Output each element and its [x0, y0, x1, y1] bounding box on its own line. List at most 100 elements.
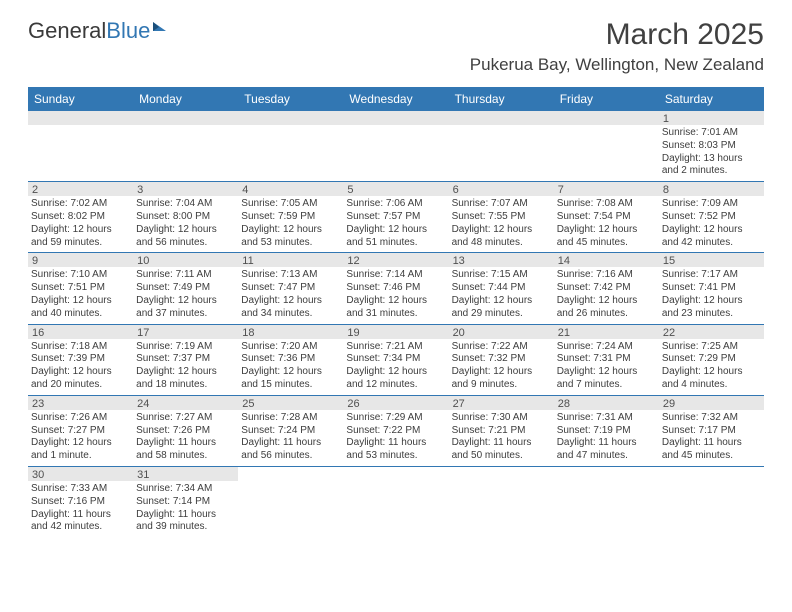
day-number: 29 — [659, 396, 764, 410]
daylight-text: Daylight: 12 hours and 20 minutes. — [31, 366, 130, 392]
day-details: Sunrise: 7:18 AMSunset: 7:39 PMDaylight:… — [28, 339, 133, 395]
calendar-day: 21Sunrise: 7:24 AMSunset: 7:31 PMDayligh… — [554, 325, 659, 395]
day-details: Sunrise: 7:08 AMSunset: 7:54 PMDaylight:… — [554, 196, 659, 252]
sunrise-text: Sunrise: 7:02 AM — [31, 198, 130, 211]
sunset-text: Sunset: 7:27 PM — [31, 425, 130, 438]
day-details: Sunrise: 7:11 AMSunset: 7:49 PMDaylight:… — [133, 267, 238, 323]
day-details: Sunrise: 7:30 AMSunset: 7:21 PMDaylight:… — [449, 410, 554, 466]
daylight-text: Daylight: 11 hours and 50 minutes. — [452, 437, 551, 463]
day-number: 10 — [133, 253, 238, 267]
sunrise-text: Sunrise: 7:33 AM — [31, 483, 130, 496]
sunset-text: Sunset: 7:49 PM — [136, 282, 235, 295]
weekday-header: Thursday — [449, 87, 554, 111]
sunset-text: Sunset: 7:19 PM — [557, 425, 656, 438]
daylight-text: Daylight: 12 hours and 1 minute. — [31, 437, 130, 463]
sunrise-text: Sunrise: 7:09 AM — [662, 198, 761, 211]
daylight-text: Daylight: 12 hours and 59 minutes. — [31, 224, 130, 250]
calendar-day: 18Sunrise: 7:20 AMSunset: 7:36 PMDayligh… — [238, 325, 343, 395]
calendar-day: 2 Sunrise: 7:02 AMSunset: 8:02 PMDaylight… — [28, 182, 133, 252]
day-number: 2 — [28, 182, 133, 196]
calendar-day: 19Sunrise: 7:21 AMSunset: 7:34 PMDayligh… — [343, 325, 448, 395]
day-number — [343, 111, 448, 125]
sunrise-text: Sunrise: 7:27 AM — [136, 412, 235, 425]
calendar-day: 5Sunrise: 7:06 AMSunset: 7:57 PMDaylight… — [343, 182, 448, 252]
day-number: 17 — [133, 325, 238, 339]
daylight-text: Daylight: 12 hours and 45 minutes. — [557, 224, 656, 250]
location: Pukerua Bay, Wellington, New Zealand — [470, 55, 764, 75]
day-number: 15 — [659, 253, 764, 267]
daylight-text: Daylight: 12 hours and 56 minutes. — [136, 224, 235, 250]
calendar-day: 26Sunrise: 7:29 AMSunset: 7:22 PMDayligh… — [343, 396, 448, 466]
calendar-week: 30Sunrise: 7:33 AMSunset: 7:16 PMDayligh… — [28, 467, 764, 537]
daylight-text: Daylight: 11 hours and 42 minutes. — [31, 509, 130, 535]
sunset-text: Sunset: 7:26 PM — [136, 425, 235, 438]
day-details: Sunrise: 7:28 AMSunset: 7:24 PMDaylight:… — [238, 410, 343, 466]
day-number: 12 — [343, 253, 448, 267]
calendar-day: 22Sunrise: 7:25 AMSunset: 7:29 PMDayligh… — [659, 325, 764, 395]
day-details: Sunrise: 7:04 AMSunset: 8:00 PMDaylight:… — [133, 196, 238, 252]
sunrise-text: Sunrise: 7:26 AM — [31, 412, 130, 425]
sunrise-text: Sunrise: 7:28 AM — [241, 412, 340, 425]
calendar: Sunday Monday Tuesday Wednesday Thursday… — [28, 87, 764, 537]
sunset-text: Sunset: 8:02 PM — [31, 211, 130, 224]
daylight-text: Daylight: 12 hours and 26 minutes. — [557, 295, 656, 321]
calendar-day — [554, 467, 659, 537]
calendar-day: 24Sunrise: 7:27 AMSunset: 7:26 PMDayligh… — [133, 396, 238, 466]
sunrise-text: Sunrise: 7:11 AM — [136, 269, 235, 282]
sunset-text: Sunset: 7:41 PM — [662, 282, 761, 295]
daylight-text: Daylight: 11 hours and 39 minutes. — [136, 509, 235, 535]
sunrise-text: Sunrise: 7:01 AM — [662, 127, 761, 140]
weekday-header: Saturday — [659, 87, 764, 111]
day-number: 3 — [133, 182, 238, 196]
calendar-day: 9Sunrise: 7:10 AMSunset: 7:51 PMDaylight… — [28, 253, 133, 323]
sunrise-text: Sunrise: 7:20 AM — [241, 341, 340, 354]
calendar-day — [659, 467, 764, 537]
sunrise-text: Sunrise: 7:25 AM — [662, 341, 761, 354]
calendar-day: 15Sunrise: 7:17 AMSunset: 7:41 PMDayligh… — [659, 253, 764, 323]
daylight-text: Daylight: 12 hours and 48 minutes. — [452, 224, 551, 250]
flag-icon — [152, 22, 172, 38]
calendar-day: 17Sunrise: 7:19 AMSunset: 7:37 PMDayligh… — [133, 325, 238, 395]
day-details: Sunrise: 7:19 AMSunset: 7:37 PMDaylight:… — [133, 339, 238, 395]
sunset-text: Sunset: 7:34 PM — [346, 353, 445, 366]
sunrise-text: Sunrise: 7:34 AM — [136, 483, 235, 496]
calendar-day: 20Sunrise: 7:22 AMSunset: 7:32 PMDayligh… — [449, 325, 554, 395]
daylight-text: Daylight: 12 hours and 15 minutes. — [241, 366, 340, 392]
calendar-day: 25Sunrise: 7:28 AMSunset: 7:24 PMDayligh… — [238, 396, 343, 466]
calendar-day: 4Sunrise: 7:05 AMSunset: 7:59 PMDaylight… — [238, 182, 343, 252]
sunset-text: Sunset: 7:16 PM — [31, 496, 130, 509]
day-details: Sunrise: 7:14 AMSunset: 7:46 PMDaylight:… — [343, 267, 448, 323]
sunset-text: Sunset: 7:32 PM — [452, 353, 551, 366]
sunset-text: Sunset: 7:31 PM — [557, 353, 656, 366]
day-details: Sunrise: 7:27 AMSunset: 7:26 PMDaylight:… — [133, 410, 238, 466]
day-number: 6 — [449, 182, 554, 196]
day-number: 4 — [238, 182, 343, 196]
daylight-text: Daylight: 11 hours and 58 minutes. — [136, 437, 235, 463]
day-details: Sunrise: 7:20 AMSunset: 7:36 PMDaylight:… — [238, 339, 343, 395]
day-number: 1 — [659, 111, 764, 125]
day-number: 26 — [343, 396, 448, 410]
sunrise-text: Sunrise: 7:14 AM — [346, 269, 445, 282]
day-details: Sunrise: 7:31 AMSunset: 7:19 PMDaylight:… — [554, 410, 659, 466]
day-number: 30 — [28, 467, 133, 481]
day-number: 13 — [449, 253, 554, 267]
sunset-text: Sunset: 7:24 PM — [241, 425, 340, 438]
day-details: Sunrise: 7:01 AMSunset: 8:03 PMDaylight:… — [659, 125, 764, 181]
day-details: Sunrise: 7:07 AMSunset: 7:55 PMDaylight:… — [449, 196, 554, 252]
sunset-text: Sunset: 7:57 PM — [346, 211, 445, 224]
sunset-text: Sunset: 7:47 PM — [241, 282, 340, 295]
day-number: 11 — [238, 253, 343, 267]
sunset-text: Sunset: 7:42 PM — [557, 282, 656, 295]
daylight-text: Daylight: 12 hours and 9 minutes. — [452, 366, 551, 392]
daylight-text: Daylight: 12 hours and 4 minutes. — [662, 366, 761, 392]
calendar-day: 1Sunrise: 7:01 AMSunset: 8:03 PMDaylight… — [659, 111, 764, 181]
sunset-text: Sunset: 7:37 PM — [136, 353, 235, 366]
sunset-text: Sunset: 7:54 PM — [557, 211, 656, 224]
daylight-text: Daylight: 11 hours and 47 minutes. — [557, 437, 656, 463]
daylight-text: Daylight: 11 hours and 53 minutes. — [346, 437, 445, 463]
sunrise-text: Sunrise: 7:17 AM — [662, 269, 761, 282]
sunrise-text: Sunrise: 7:24 AM — [557, 341, 656, 354]
calendar-day: 10Sunrise: 7:11 AMSunset: 7:49 PMDayligh… — [133, 253, 238, 323]
calendar-day — [449, 467, 554, 537]
daylight-text: Daylight: 12 hours and 7 minutes. — [557, 366, 656, 392]
